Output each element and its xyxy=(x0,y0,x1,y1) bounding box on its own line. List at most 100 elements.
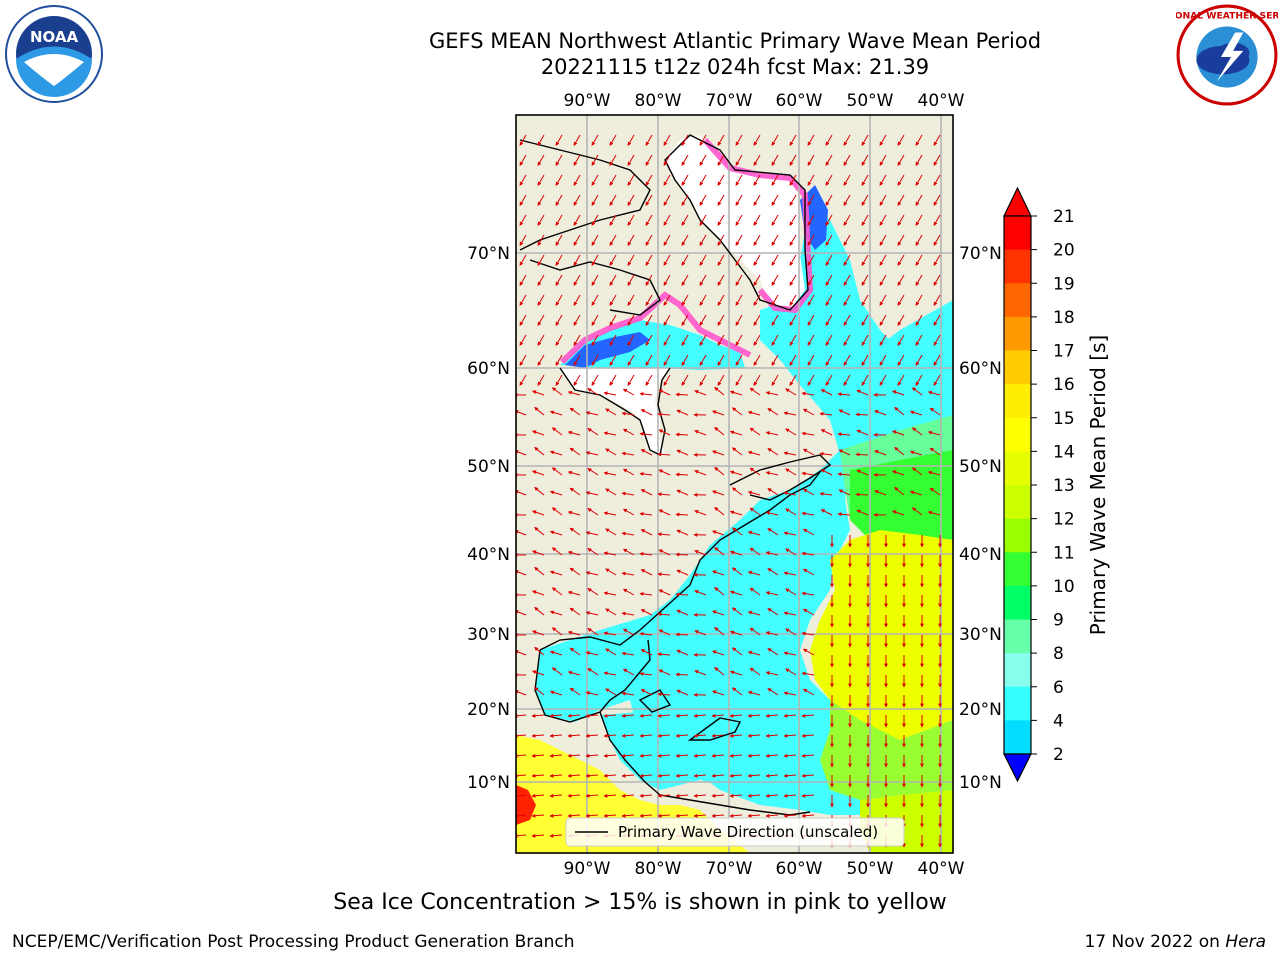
wave-direction-arrow xyxy=(785,628,797,636)
wave-direction-arrow xyxy=(585,411,599,416)
colorbar-band xyxy=(1004,451,1031,486)
wave-direction-arrow xyxy=(532,430,545,436)
wave-direction-arrow xyxy=(825,254,833,266)
wave-direction-arrow xyxy=(861,194,869,206)
colorbar-band xyxy=(1004,417,1031,452)
wave-direction-arrow xyxy=(825,154,833,166)
footer-host: Hera xyxy=(1225,932,1266,952)
wave-direction-arrow xyxy=(609,374,617,386)
map-subtitle: 20221115 t12z 024h fcst Max: 21.39 xyxy=(540,55,930,79)
wave-direction-arrow xyxy=(747,530,761,536)
wave-direction-arrow xyxy=(573,374,581,386)
wave-direction-arrow xyxy=(627,134,635,146)
wave-direction-arrow xyxy=(676,649,689,656)
wave-direction-arrow xyxy=(789,194,797,206)
wave-direction-arrow xyxy=(640,689,653,696)
wave-direction-arrow xyxy=(820,389,833,396)
wave-direction-arrow xyxy=(551,427,563,436)
wave-direction-arrow xyxy=(534,407,545,416)
wave-direction-arrow xyxy=(549,833,563,838)
wave-direction-arrow xyxy=(519,234,527,246)
wave-direction-arrow xyxy=(639,591,653,596)
wave-direction-arrow xyxy=(933,314,941,326)
wave-direction-arrow xyxy=(645,314,653,326)
wave-direction-arrow xyxy=(747,713,761,718)
wave-direction-arrow xyxy=(802,608,815,616)
wave-direction-arrow xyxy=(537,234,545,246)
wave-direction-arrow xyxy=(753,254,761,266)
wave-direction-arrow xyxy=(681,254,689,266)
wave-direction-arrow xyxy=(585,571,599,576)
wave-direction-arrow xyxy=(711,713,725,718)
wave-direction-arrow xyxy=(622,468,635,476)
wave-direction-arrow xyxy=(735,154,743,166)
wave-direction-arrow xyxy=(807,294,815,306)
wave-direction-arrow xyxy=(771,354,779,366)
colorbar-band xyxy=(1004,619,1031,654)
wave-direction-arrow xyxy=(729,590,743,596)
wave-direction-arrow xyxy=(657,492,671,497)
wave-direction-arrow xyxy=(783,753,797,758)
wave-direction-arrow xyxy=(729,713,743,718)
lat-tick-left: 30°N xyxy=(467,625,510,645)
wave-direction-arrow xyxy=(694,550,707,556)
wave-direction-arrow xyxy=(785,548,797,556)
lat-tick-left: 70°N xyxy=(467,244,510,264)
wave-direction-arrow xyxy=(627,254,635,266)
wave-direction-arrow xyxy=(555,334,563,346)
wave-direction-arrow xyxy=(549,753,563,758)
wave-direction-arrow xyxy=(531,813,545,818)
nws-logo: NATIONAL WEATHER SERVICE xyxy=(1176,4,1278,106)
wave-direction-arrow xyxy=(765,813,779,818)
wave-direction-arrow xyxy=(771,294,779,306)
wave-direction-arrow xyxy=(621,651,635,656)
wave-direction-arrow xyxy=(663,174,671,186)
wave-direction-arrow xyxy=(639,431,653,436)
wave-direction-arrow xyxy=(645,274,653,286)
noaa-logo-text: NOAA xyxy=(30,28,79,46)
wave-direction-arrow xyxy=(801,733,815,738)
wave-direction-arrow xyxy=(699,134,707,146)
wave-direction-arrow xyxy=(915,274,923,286)
wave-direction-arrow xyxy=(879,334,887,346)
legend-label: Primary Wave Direction (unscaled) xyxy=(618,823,878,841)
wave-direction-arrow xyxy=(657,692,671,697)
wave-direction-arrow xyxy=(657,452,671,457)
wave-direction-arrow xyxy=(657,532,671,537)
wave-direction-arrow xyxy=(640,569,653,576)
wave-direction-arrow xyxy=(549,733,563,738)
wave-direction-arrow xyxy=(663,234,671,246)
wave-direction-arrow xyxy=(531,713,545,718)
wave-direction-arrow xyxy=(807,354,815,366)
colorbar-band xyxy=(1004,585,1031,620)
wave-direction-arrow xyxy=(569,527,581,536)
wave-direction-arrow xyxy=(765,773,779,778)
wave-direction-arrow xyxy=(675,713,689,718)
wave-direction-arrow xyxy=(731,687,743,696)
wave-direction-arrow xyxy=(897,254,905,266)
wave-direction-arrow xyxy=(640,609,653,616)
wave-direction-arrow xyxy=(765,671,779,676)
wave-direction-arrow xyxy=(675,733,689,738)
wave-direction-arrow xyxy=(712,410,725,416)
wave-direction-arrow xyxy=(731,607,743,616)
wave-direction-arrow xyxy=(771,314,779,326)
wave-direction-arrow xyxy=(681,294,689,306)
wave-direction-arrow xyxy=(537,294,545,306)
wave-direction-arrow xyxy=(717,314,725,326)
wave-direction-arrow xyxy=(603,511,617,516)
wave-direction-arrow xyxy=(549,570,563,576)
wave-direction-arrow xyxy=(591,294,599,306)
wave-direction-arrow xyxy=(861,374,869,386)
lat-tick-right: 20°N xyxy=(959,700,1002,720)
wave-direction-arrow xyxy=(843,134,851,146)
wave-direction-arrow xyxy=(879,354,887,366)
wave-direction-arrow xyxy=(807,314,815,326)
wave-direction-arrow xyxy=(573,234,581,246)
wave-direction-arrow xyxy=(729,550,743,556)
wave-direction-arrow xyxy=(714,547,725,556)
wave-direction-arrow xyxy=(639,631,653,636)
ocean-long-period-green xyxy=(820,700,953,800)
colorbar-tick-label: 19 xyxy=(1053,274,1075,294)
wave-direction-arrow xyxy=(837,512,851,517)
